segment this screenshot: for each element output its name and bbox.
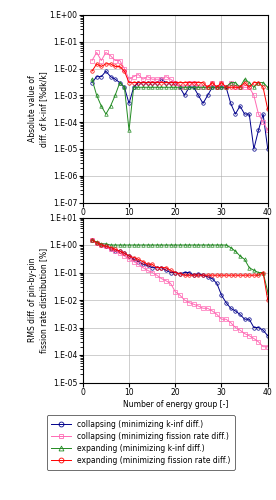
Y-axis label: RMS diff. of pin-by-pin
fission rate distribution [%]: RMS diff. of pin-by-pin fission rate dis… — [28, 248, 48, 352]
X-axis label: Number of energy group [-]: Number of energy group [-] — [123, 400, 228, 409]
X-axis label: Number of energy group [-]: Number of energy group [-] — [123, 220, 228, 229]
Y-axis label: Absolute value of
diff. of k-inf [%dk/k]: Absolute value of diff. of k-inf [%dk/k] — [28, 71, 48, 146]
Legend: collapsing (minimizing k-inf diff.), collapsing (minimizing fission rate diff.),: collapsing (minimizing k-inf diff.), col… — [47, 416, 235, 470]
